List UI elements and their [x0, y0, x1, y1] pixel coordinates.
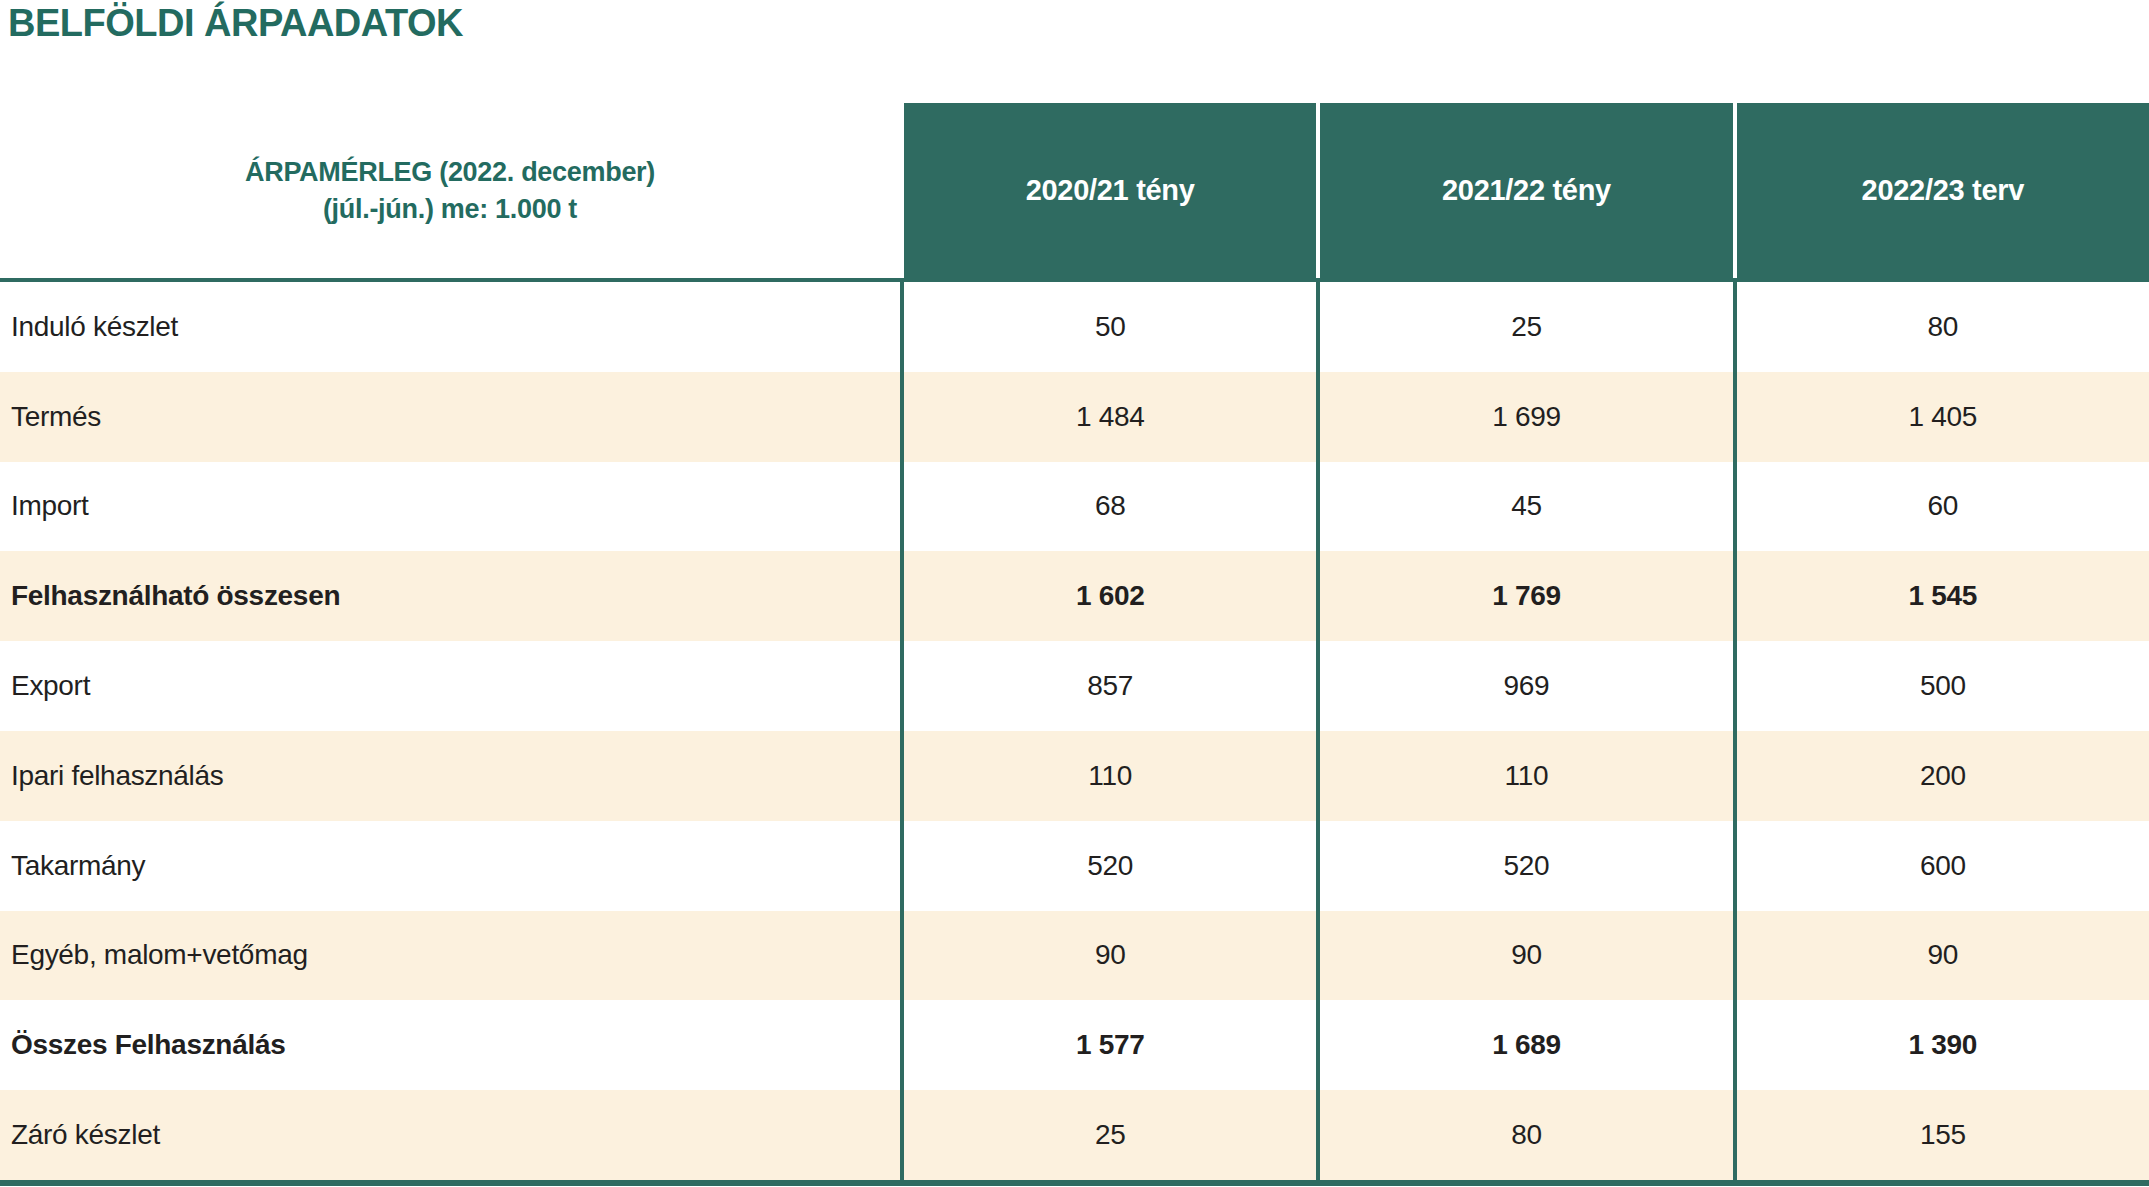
table-body: Induló készlet 50 25 80 Termés 1 484 1 6… [0, 282, 2149, 1180]
value-cell: 1 769 [1316, 551, 1732, 641]
table-row: Takarmány 520 520 600 [0, 821, 2149, 911]
value-cell: 1 484 [900, 372, 1316, 462]
table-row: Záró készlet 25 80 155 [0, 1090, 2149, 1180]
value-cell: 90 [1316, 911, 1732, 1001]
row-label: Ipari felhasználás [0, 731, 900, 821]
value-cell: 500 [1733, 641, 2149, 731]
value-cell: 1 602 [900, 551, 1316, 641]
corner-header-cell: ÁRPAMÉRLEG (2022. december) (júl.-jún.) … [0, 103, 900, 278]
table-row-total-available: Felhasználható összesen 1 602 1 769 1 54… [0, 551, 2149, 641]
row-label: Összes Felhasználás [0, 1000, 900, 1090]
page-title: BELFÖLDI ÁRPAADATOK [8, 2, 463, 45]
value-cell: 110 [1316, 731, 1732, 821]
corner-header-line2: (júl.-jún.) me: 1.000 t [323, 191, 577, 228]
value-cell: 1 689 [1316, 1000, 1732, 1090]
value-cell: 80 [1733, 282, 2149, 372]
table-header-row: ÁRPAMÉRLEG (2022. december) (júl.-jún.) … [0, 103, 2149, 282]
barley-balance-table: ÁRPAMÉRLEG (2022. december) (júl.-jún.) … [0, 103, 2149, 1186]
table-row: Import 68 45 60 [0, 462, 2149, 552]
value-cell: 68 [900, 462, 1316, 552]
value-cell: 45 [1316, 462, 1732, 552]
value-cell: 1 545 [1733, 551, 2149, 641]
value-cell: 155 [1733, 1090, 2149, 1180]
value-cell: 1 390 [1733, 1000, 2149, 1090]
value-cell: 1 699 [1316, 372, 1732, 462]
value-cell: 80 [1316, 1090, 1732, 1180]
value-cell: 969 [1316, 641, 1732, 731]
column-header-2020-21-teny: 2020/21 tény [900, 103, 1316, 278]
row-label: Import [0, 462, 900, 552]
row-label: Takarmány [0, 821, 900, 911]
row-label: Export [0, 641, 900, 731]
value-cell: 857 [900, 641, 1316, 731]
table-row: Export 857 969 500 [0, 641, 2149, 731]
value-cell: 1 577 [900, 1000, 1316, 1090]
table-row: Induló készlet 50 25 80 [0, 282, 2149, 372]
column-header-2021-22-teny: 2021/22 tény [1316, 103, 1732, 278]
table-row: Egyéb, malom+vetőmag 90 90 90 [0, 911, 2149, 1001]
value-cell: 25 [1316, 282, 1732, 372]
page: BELFÖLDI ÁRPAADATOK ÁRPAMÉRLEG (2022. de… [0, 0, 2149, 1187]
value-cell: 520 [1316, 821, 1732, 911]
value-cell: 25 [900, 1090, 1316, 1180]
value-cell: 90 [1733, 911, 2149, 1001]
value-cell: 600 [1733, 821, 2149, 911]
value-cell: 90 [900, 911, 1316, 1001]
value-cell: 110 [900, 731, 1316, 821]
row-label: Egyéb, malom+vetőmag [0, 911, 900, 1001]
row-label: Induló készlet [0, 282, 900, 372]
value-cell: 200 [1733, 731, 2149, 821]
row-label: Termés [0, 372, 900, 462]
table-row: Ipari felhasználás 110 110 200 [0, 731, 2149, 821]
row-label: Felhasználható összesen [0, 551, 900, 641]
column-header-2022-23-terv: 2022/23 terv [1733, 103, 2149, 278]
value-cell: 520 [900, 821, 1316, 911]
value-cell: 60 [1733, 462, 2149, 552]
table-row: Termés 1 484 1 699 1 405 [0, 372, 2149, 462]
table-row-total-usage: Összes Felhasználás 1 577 1 689 1 390 [0, 1000, 2149, 1090]
value-cell: 50 [900, 282, 1316, 372]
value-cell: 1 405 [1733, 372, 2149, 462]
row-label: Záró készlet [0, 1090, 900, 1180]
corner-header-line1: ÁRPAMÉRLEG (2022. december) [245, 154, 655, 191]
